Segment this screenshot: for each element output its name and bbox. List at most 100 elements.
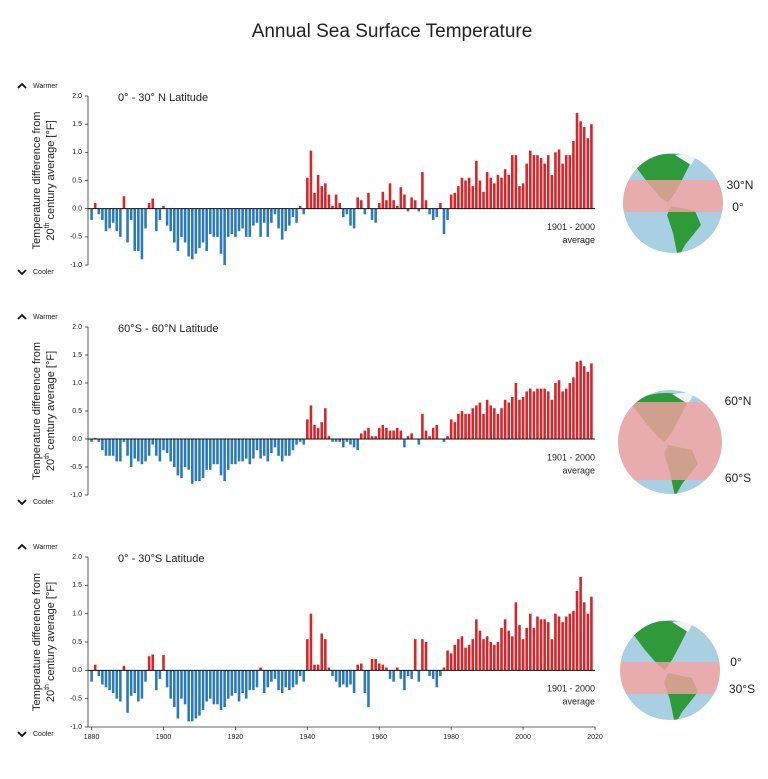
bar (324, 639, 327, 671)
bar (309, 613, 313, 671)
bar (147, 203, 151, 209)
bar (539, 157, 543, 209)
warmer-label: Warmer (33, 544, 58, 551)
bar (126, 208, 129, 243)
bar (133, 670, 137, 693)
y-axis-label: Temperature difference from (31, 342, 43, 480)
bar (388, 430, 392, 439)
bar (266, 670, 270, 688)
bar (417, 208, 421, 212)
bar (208, 670, 212, 699)
bar (280, 208, 284, 240)
bar (557, 149, 561, 209)
bar (385, 427, 388, 439)
bar (115, 670, 119, 699)
bar (331, 205, 334, 209)
bar (129, 208, 133, 220)
bar (399, 670, 403, 679)
bar (252, 670, 255, 691)
bar (262, 439, 266, 456)
bar (406, 436, 410, 439)
bar (230, 670, 234, 696)
bar (155, 670, 158, 691)
y-label-sup: th (44, 222, 51, 228)
bar (97, 670, 101, 676)
cooler-label: Cooler (33, 269, 54, 276)
bar (507, 402, 510, 439)
bar (273, 439, 277, 448)
globe-label: 0° (730, 655, 742, 669)
bar (413, 200, 417, 209)
bar (352, 439, 356, 448)
y-axis-label: 20th century average [°F] (44, 351, 57, 471)
bar (212, 208, 216, 237)
bar (334, 439, 338, 442)
y-tick-label: -0.5 (70, 696, 82, 703)
bar (457, 413, 460, 439)
bar (90, 208, 93, 220)
y-tick-label: 1.5 (72, 582, 82, 589)
bar (226, 208, 230, 237)
bar (449, 194, 453, 209)
bar (518, 625, 521, 671)
bar (205, 208, 208, 251)
bar (431, 670, 435, 679)
globe (620, 620, 720, 720)
bar (528, 150, 532, 209)
bar (226, 670, 230, 699)
bar (446, 436, 449, 439)
bar (406, 670, 410, 676)
bar (277, 208, 280, 229)
y-tick-label: -1.0 (70, 724, 82, 731)
bar (327, 667, 331, 671)
bar (280, 439, 284, 462)
bar (101, 208, 104, 220)
bar (421, 639, 424, 671)
bar (208, 439, 212, 470)
bar (575, 112, 579, 209)
bar (543, 388, 546, 439)
bar (489, 642, 493, 671)
bar (493, 183, 496, 209)
bar (377, 203, 381, 209)
bar (507, 630, 510, 671)
bar (395, 427, 399, 439)
bar (115, 208, 119, 232)
bar (561, 391, 564, 439)
bar (306, 419, 309, 439)
bar (439, 203, 442, 209)
bar (248, 208, 252, 237)
bar (219, 208, 223, 254)
bar (421, 172, 424, 209)
bar (453, 644, 457, 671)
bar (471, 186, 475, 209)
bar (503, 619, 507, 671)
bar (288, 670, 291, 691)
bar (582, 602, 586, 671)
bar (359, 663, 363, 671)
bar (496, 174, 500, 209)
bar (327, 436, 331, 439)
bar (298, 670, 302, 676)
bar (493, 644, 496, 671)
bar (173, 208, 176, 243)
bar (194, 208, 198, 254)
bar (564, 155, 568, 209)
bar (349, 208, 352, 226)
bar (111, 670, 115, 693)
bar (108, 670, 111, 691)
bar (338, 439, 341, 442)
bar (528, 388, 532, 439)
bar (284, 439, 288, 456)
y-tick-label: 1.0 (72, 149, 82, 156)
bar (582, 366, 586, 439)
bar (536, 155, 539, 209)
bar (467, 644, 471, 671)
bar (482, 191, 485, 209)
bar (133, 439, 137, 459)
bar (237, 439, 241, 462)
bar (298, 439, 302, 442)
bar (536, 388, 539, 439)
bar (356, 664, 359, 671)
